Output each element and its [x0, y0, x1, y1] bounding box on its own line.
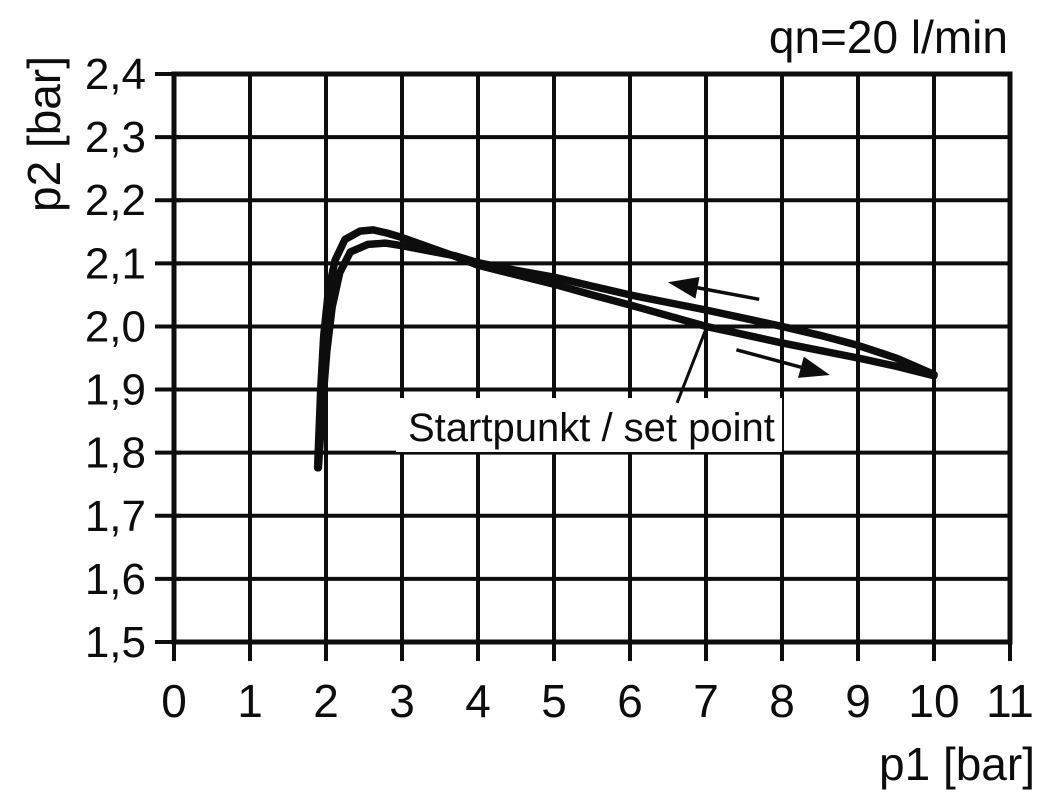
set-point-label: Startpunkt / set point: [408, 406, 775, 450]
x-axis-label: p1 [bar]: [879, 738, 1035, 790]
plot-border: [171, 71, 1013, 645]
set-point-leader-line: [675, 328, 708, 404]
grid-layer: [171, 71, 1013, 645]
x-tick-label: 2: [313, 675, 339, 727]
x-tick-label: 0: [161, 675, 187, 727]
x-tick-label: 6: [617, 675, 643, 727]
tick-layer: [155, 72, 1012, 661]
y-tick-label: 2,4: [85, 50, 146, 99]
x-tick-label: 9: [845, 675, 871, 727]
x-tick-label: 3: [389, 675, 415, 727]
y-tick-label: 1,6: [85, 555, 146, 604]
y-tick-label: 2,2: [85, 176, 146, 225]
x-tick-label: 4: [465, 675, 491, 727]
x-tick-label: 7: [693, 675, 719, 727]
direction-arrowhead-left: [668, 276, 700, 299]
tick-label-layer: 2,4 2,3 2,2 2,1 2,0 1,9 1,8 1,7 1,6 1,5 0 1 2 3 4 5 6 7 8 9…: [85, 50, 1034, 727]
y-tick-label: 1,9: [85, 366, 146, 415]
direction-arrowhead-right: [798, 356, 830, 378]
annotation-layer: [668, 276, 830, 404]
y-tick-label: 1,7: [85, 492, 146, 541]
y-tick-label: 1,8: [85, 429, 146, 478]
y-axis-label: p2 [bar]: [18, 56, 70, 212]
y-tick-label: 2,1: [85, 239, 146, 288]
chart-title: qn=20 l/min: [769, 11, 1008, 63]
x-tick-label: 11: [986, 675, 1034, 727]
x-tick-label: 5: [541, 675, 567, 727]
set-point-label-mask: [396, 398, 782, 452]
y-tick-label: 2,3: [85, 113, 146, 162]
x-tick-label: 8: [769, 675, 795, 727]
y-tick-label: 2,0: [85, 302, 146, 351]
y-tick-label: 1,5: [85, 618, 146, 667]
curve-decreasing-p1: [314, 239, 938, 472]
x-tick-label: 1: [237, 675, 263, 727]
x-tick-label: 10: [908, 675, 959, 727]
direction-arrow-shaft-left: [697, 286, 760, 302]
curve-layer: [313, 226, 938, 472]
direction-arrow-shaft-right: [735, 348, 802, 369]
